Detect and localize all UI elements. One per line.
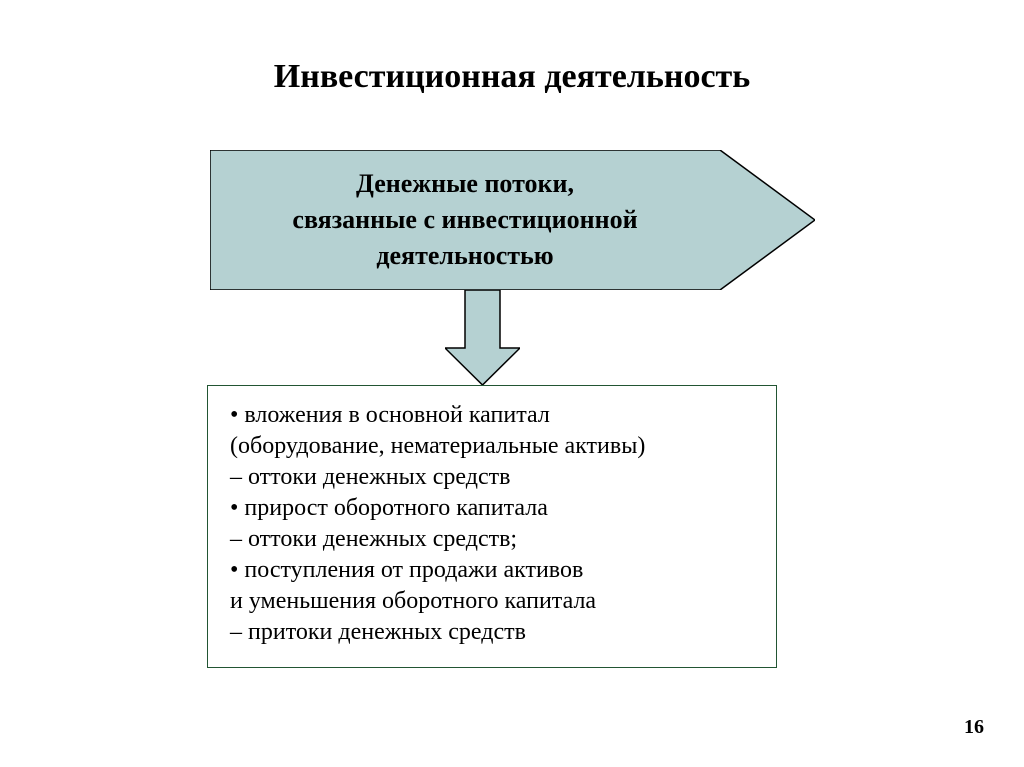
down-arrow-shape bbox=[445, 290, 520, 385]
down-arrow-svg bbox=[445, 290, 520, 385]
content-line-1: (оборудование, нематериальные активы) bbox=[230, 431, 756, 462]
arrow-pentagon-box: Денежные потоки, связанные с инвестицион… bbox=[210, 150, 815, 290]
down-arrow bbox=[445, 290, 520, 385]
content-line-7: – притоки денежных средств bbox=[230, 617, 756, 648]
content-line-5: • поступления от продажи активов bbox=[230, 555, 756, 586]
arrow-box-line3: деятельностью bbox=[376, 238, 553, 274]
arrow-box-line1: Денежные потоки, bbox=[356, 166, 574, 202]
content-line-3: • прирост оборотного капитала bbox=[230, 493, 756, 524]
content-line-2: – оттоки денежных средств bbox=[230, 462, 756, 493]
content-line-0: • вложения в основной капитал bbox=[230, 400, 756, 431]
slide-number: 16 bbox=[964, 716, 984, 739]
arrow-box-text-container: Денежные потоки, связанные с инвестицион… bbox=[210, 150, 720, 290]
arrow-box-line2: связанные с инвестиционной bbox=[292, 202, 637, 238]
content-line-4: – оттоки денежных средств; bbox=[230, 524, 756, 555]
slide-title: Инвестиционная деятельность bbox=[0, 58, 1024, 96]
content-line-6: и уменьшения оборотного капитала bbox=[230, 586, 756, 617]
content-box: • вложения в основной капитал (оборудова… bbox=[207, 385, 777, 668]
